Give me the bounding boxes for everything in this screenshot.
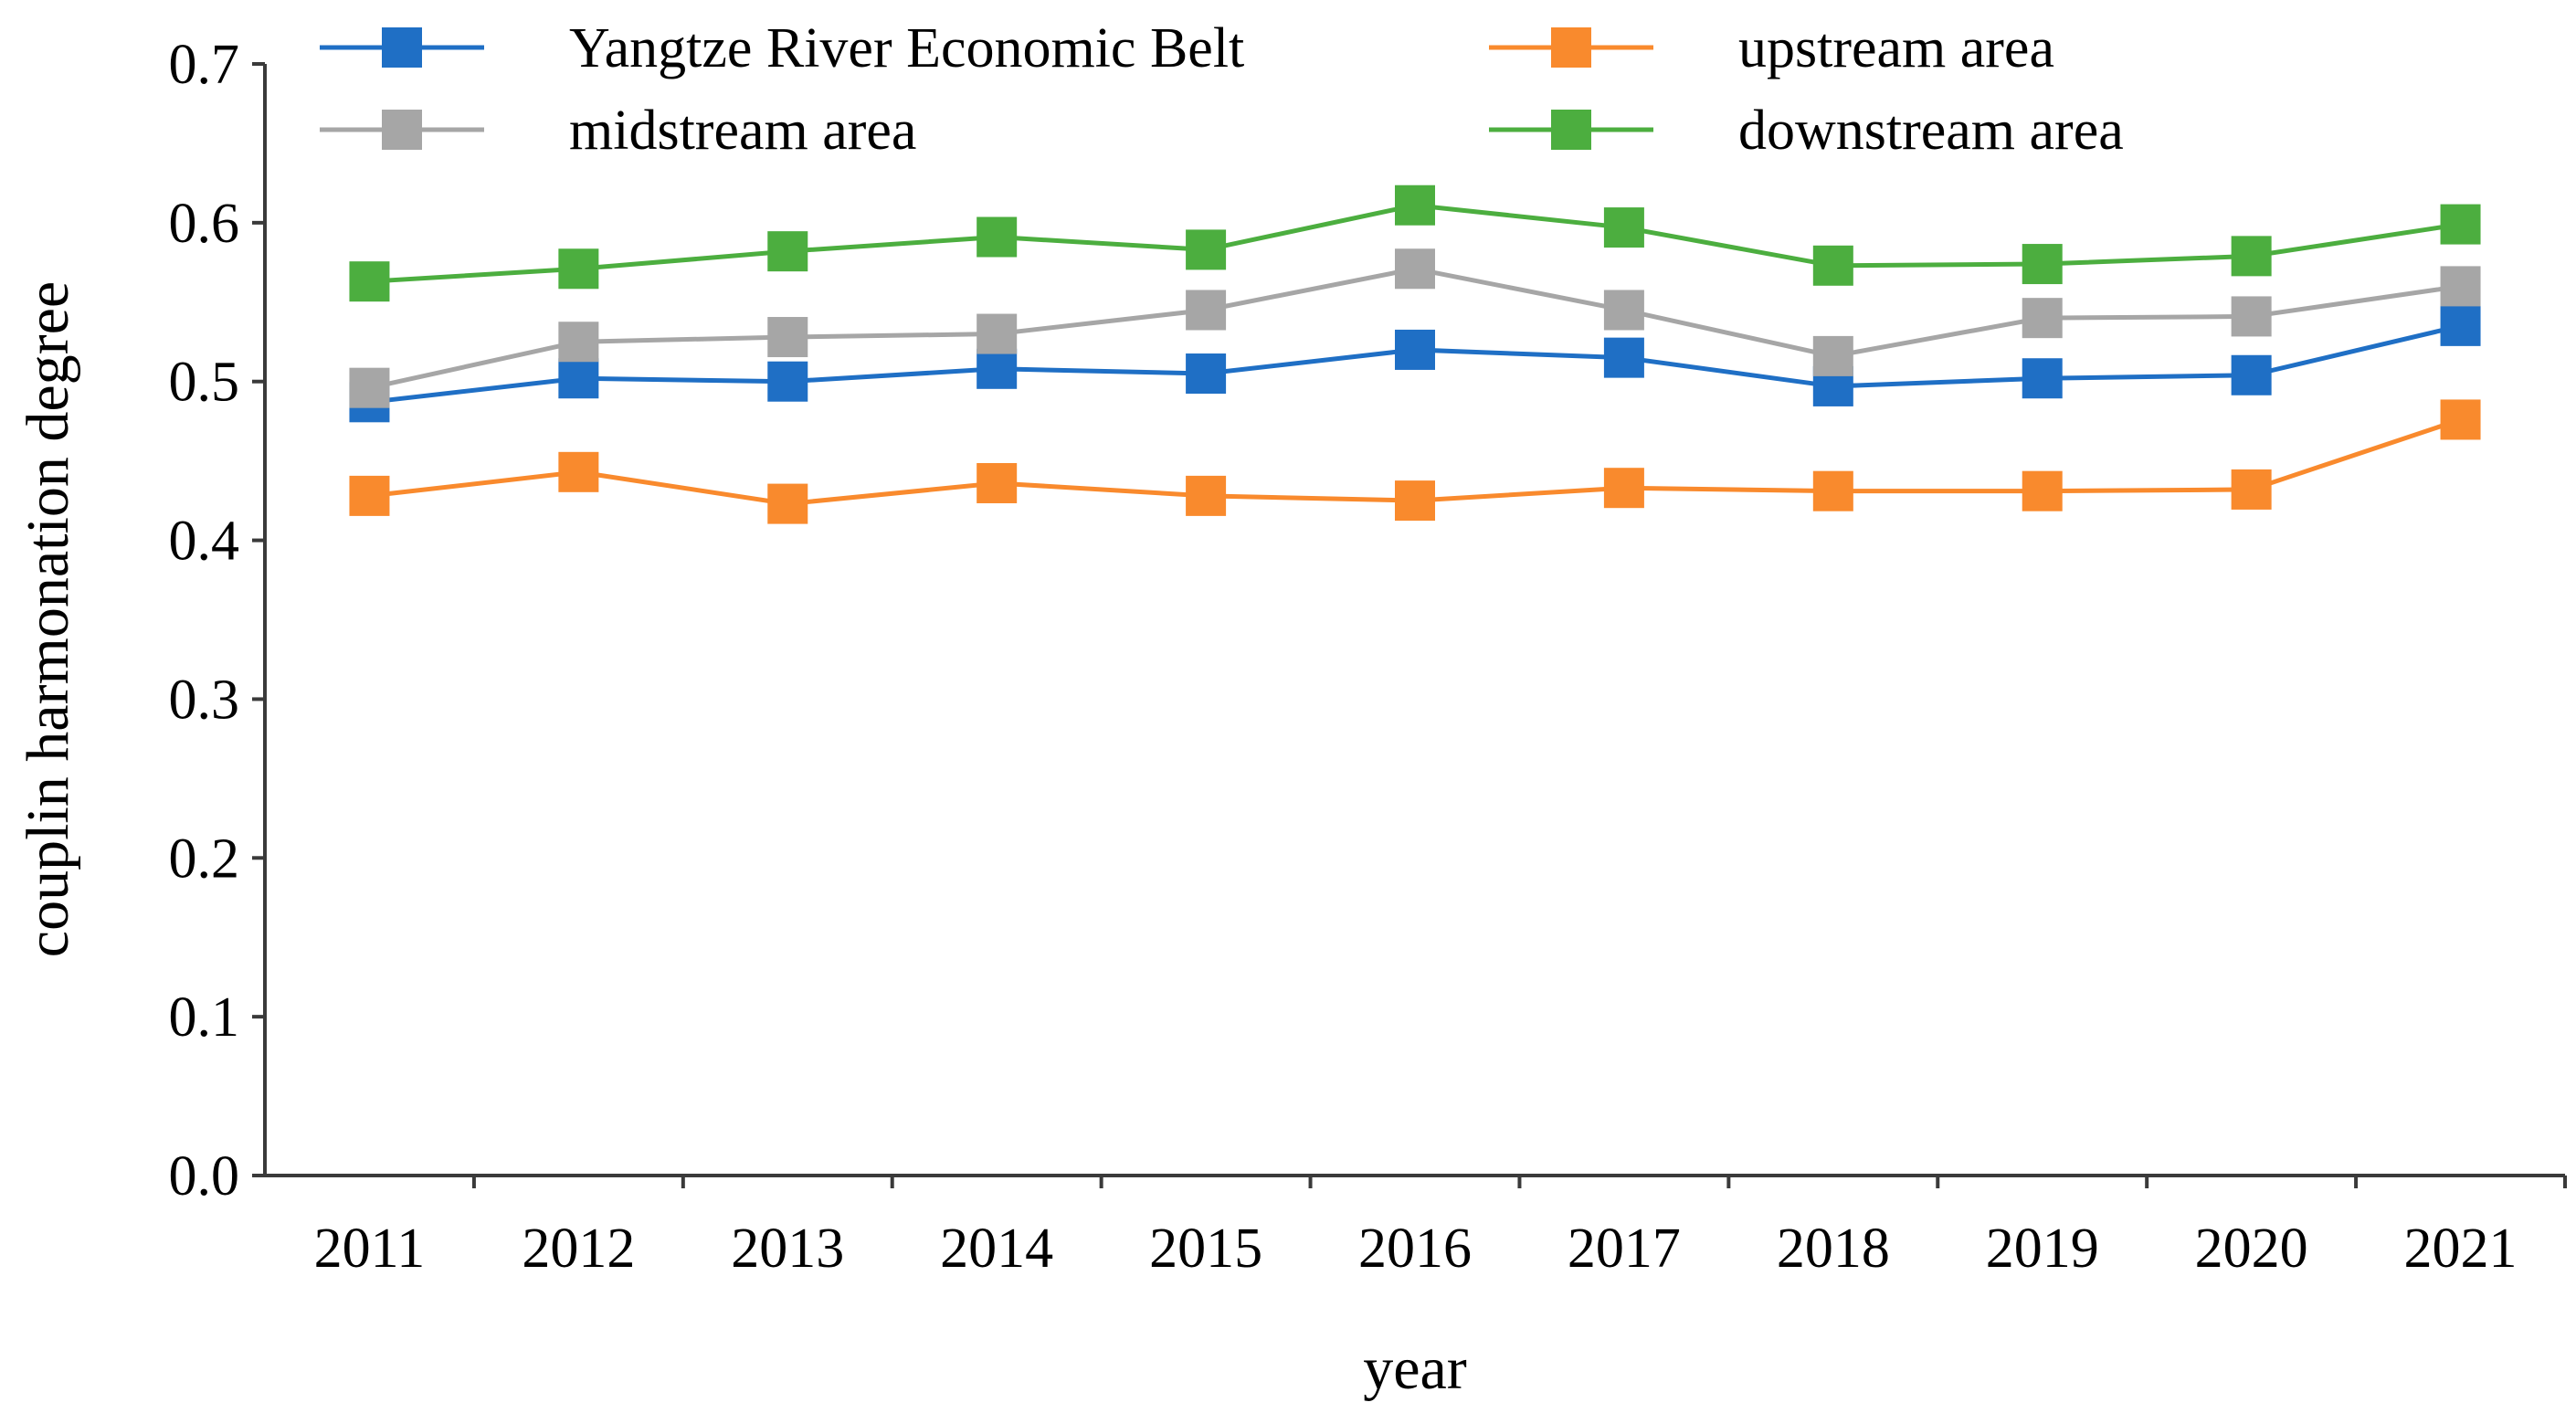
x-tick-label: 2011	[314, 1218, 426, 1280]
data-point-marker	[1395, 329, 1435, 370]
data-point-marker	[977, 216, 1018, 258]
y-tick-label: 0.7	[169, 34, 240, 96]
data-point-marker	[767, 317, 808, 358]
data-point-marker	[1186, 475, 1227, 516]
y-tick-label: 0.2	[169, 828, 240, 890]
data-point-marker	[1812, 470, 1853, 511]
x-tick-label: 2014	[940, 1218, 1053, 1280]
x-tick-label: 2016	[1358, 1218, 1472, 1280]
data-point-marker	[767, 361, 808, 402]
data-point-marker	[977, 462, 1018, 503]
x-ticks: 2011 2012 2013 2014 2015 2016 2017 2018 2019 2020…	[314, 1176, 2567, 1280]
y-tick-label: 0.0	[169, 1145, 240, 1207]
data-point-marker	[2231, 354, 2272, 395]
data-point-marker	[558, 248, 599, 290]
x-axis-title: year	[1363, 1335, 1467, 1402]
x-tick-label: 2018	[1777, 1218, 1890, 1280]
data-point-marker	[2231, 236, 2272, 277]
data-point-marker	[2022, 298, 2063, 339]
data-point-marker	[1603, 207, 1644, 248]
x-tick-label: 2020	[2195, 1218, 2308, 1280]
data-point-marker	[1186, 290, 1227, 331]
data-point-marker	[2022, 244, 2063, 285]
data-point-marker	[1395, 480, 1435, 522]
data-point-marker	[977, 348, 1018, 389]
data-point-marker	[1603, 290, 1644, 331]
y-tick-label: 0.6	[169, 193, 240, 255]
data-point-marker	[2440, 399, 2481, 440]
data-point-marker	[349, 367, 390, 408]
legend-marker	[382, 110, 422, 150]
series-group	[349, 185, 2481, 524]
data-point-marker	[1603, 337, 1644, 378]
data-point-marker	[1395, 185, 1435, 226]
legend-marker	[1551, 110, 1591, 150]
data-point-marker	[2022, 358, 2063, 399]
x-tick-label: 2015	[1149, 1218, 1262, 1280]
y-axis-title: couplin harmonation degree	[15, 281, 81, 957]
data-point-marker	[349, 475, 390, 516]
x-tick-label: 2012	[522, 1218, 635, 1280]
data-point-marker	[977, 313, 1018, 354]
y-ticks: 0.0 0.1 0.2 0.3 0.4 0.5 0.6 0.7	[169, 34, 265, 1207]
data-point-marker	[1603, 468, 1644, 509]
y-tick-label: 0.4	[169, 511, 240, 573]
data-point-marker	[1186, 229, 1227, 270]
legend: Yangtze River Economic Belt upstream area…	[320, 17, 2124, 162]
data-point-marker	[1395, 248, 1435, 290]
x-tick-label: 2021	[2404, 1218, 2518, 1280]
legend-marker	[1551, 27, 1591, 68]
data-point-marker	[558, 322, 599, 363]
y-tick-label: 0.3	[169, 669, 240, 731]
legend-label: upstream area	[1738, 17, 2054, 79]
x-tick-label: 2013	[731, 1218, 844, 1280]
data-point-marker	[2440, 204, 2481, 245]
data-point-marker	[1812, 335, 1853, 376]
data-point-marker	[349, 261, 390, 302]
y-tick-label: 0.5	[169, 352, 240, 414]
axes	[263, 64, 2565, 1177]
data-point-marker	[1812, 245, 1853, 286]
legend-label: Yangtze River Economic Belt	[569, 17, 1244, 79]
data-point-marker	[2231, 469, 2272, 510]
legend-label: midstream area	[569, 100, 916, 162]
x-tick-label: 2019	[1986, 1218, 2099, 1280]
data-point-marker	[2231, 296, 2272, 337]
data-point-marker	[767, 231, 808, 272]
data-point-marker	[1186, 353, 1227, 395]
x-tick-label: 2017	[1568, 1218, 1681, 1280]
data-point-marker	[558, 358, 599, 399]
data-point-marker	[558, 451, 599, 492]
y-tick-label: 0.1	[169, 986, 240, 1049]
legend-marker	[382, 27, 422, 68]
data-point-marker	[2022, 470, 2063, 511]
legend-label: downstream area	[1738, 100, 2124, 162]
data-point-marker	[767, 483, 808, 524]
data-point-marker	[2440, 266, 2481, 307]
data-point-marker	[2440, 305, 2481, 346]
